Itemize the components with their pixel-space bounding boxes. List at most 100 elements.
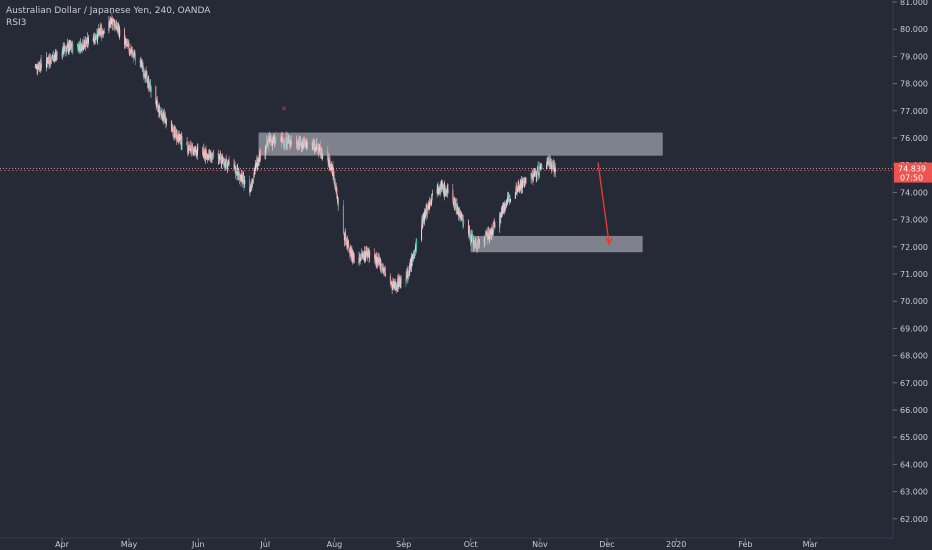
- candle-body: [411, 257, 413, 267]
- candle-body: [51, 55, 53, 58]
- candle-body: [146, 73, 148, 76]
- candle-body: [548, 157, 550, 163]
- candle-body: [506, 201, 508, 204]
- candle-body: [318, 148, 320, 153]
- candle-body: [316, 142, 318, 147]
- candle-body: [272, 138, 274, 142]
- candle-body: [547, 159, 549, 164]
- candle-body: [283, 143, 285, 146]
- candle-body: [35, 67, 37, 68]
- candle-body: [368, 253, 370, 258]
- candle-body: [425, 208, 427, 216]
- candle-body: [504, 207, 506, 210]
- candle-body: [64, 45, 66, 50]
- candle-body: [212, 152, 214, 154]
- price-axis[interactable]: 81.00080.00079.00078.00077.00076.00075.0…: [892, 0, 928, 538]
- candle-body: [48, 59, 50, 61]
- candle-body: [489, 229, 491, 238]
- candle-body: [361, 252, 363, 255]
- candle-body: [212, 152, 214, 160]
- x-tick-label: Mar: [803, 540, 819, 549]
- candle-body: [430, 203, 432, 204]
- candle-body: [191, 145, 193, 146]
- candle-body: [205, 150, 207, 153]
- candle-body: [257, 164, 259, 166]
- candle-body: [472, 236, 474, 237]
- candle-body: [171, 125, 173, 128]
- y-tick-label: 78.000: [900, 80, 928, 89]
- candle-body: [547, 159, 549, 161]
- x-tick-label: 2020: [666, 540, 686, 549]
- candle-body: [223, 162, 225, 165]
- candle-body: [243, 176, 245, 187]
- candle-body: [110, 21, 112, 23]
- candle-body: [124, 29, 126, 45]
- candle-body: [315, 148, 317, 151]
- candle-body: [510, 198, 512, 202]
- candle-body: [380, 267, 382, 271]
- candle-body: [46, 60, 48, 64]
- candle-body: [413, 256, 415, 258]
- candle-body: [363, 253, 364, 256]
- candle-body: [268, 142, 270, 148]
- candle-body: [98, 29, 100, 32]
- candle-body: [126, 40, 128, 45]
- candle-body: [499, 218, 501, 220]
- candle-body: [264, 150, 266, 160]
- symbol-title[interactable]: Australian Dollar / Japanese Yen, 240, O…: [6, 6, 211, 16]
- candle-body: [218, 157, 220, 161]
- price-tag-countdown: 07:50: [900, 174, 923, 183]
- candle-body: [179, 137, 181, 138]
- candle-body: [46, 57, 48, 61]
- x-tick-label: Sep: [396, 540, 411, 549]
- candle-body: [444, 185, 446, 189]
- candle-body: [430, 202, 431, 204]
- candle-body: [335, 190, 337, 192]
- y-tick-label: 67.000: [900, 379, 928, 388]
- candle-body: [270, 138, 272, 140]
- candle-body: [535, 173, 537, 177]
- candle-body: [174, 129, 176, 138]
- candle-body: [536, 175, 538, 177]
- candle-body: [249, 179, 251, 193]
- y-tick-label: 72.000: [900, 243, 928, 252]
- candle-body: [317, 146, 319, 149]
- candle-body: [360, 257, 362, 261]
- candle-body: [364, 256, 366, 258]
- candle-body: [51, 57, 53, 59]
- time-axis[interactable]: Apr May Jun Jul Aug Sep Oct Nov Dec 2020 Feb Mar: [0, 537, 893, 549]
- candle-body: [442, 184, 444, 190]
- zones-layer: [258, 132, 663, 253]
- candle-body: [85, 40, 87, 47]
- indicator-label[interactable]: RSI3: [6, 18, 27, 28]
- candle-body: [288, 139, 290, 144]
- candle-body: [239, 173, 241, 181]
- candle-body: [411, 258, 413, 261]
- candle-body: [155, 86, 157, 105]
- candle-body: [507, 197, 509, 202]
- candle-body: [287, 138, 289, 141]
- y-tick-label: 68.000: [900, 352, 928, 361]
- candle-body: [509, 201, 511, 203]
- candle-body: [125, 39, 127, 43]
- candle-body: [382, 267, 384, 272]
- candle-body: [223, 158, 225, 162]
- candle-body: [306, 144, 308, 147]
- candle-body: [228, 160, 230, 162]
- candle-body: [147, 82, 149, 85]
- candle-body: [179, 137, 181, 141]
- candle-body: [111, 17, 113, 20]
- candle-body: [86, 40, 88, 43]
- candle-body: [312, 144, 314, 146]
- candle-body: [494, 222, 496, 228]
- candle-body: [99, 28, 101, 35]
- candle-body: [242, 180, 244, 183]
- candle-body: [338, 205, 340, 206]
- candle-body: [457, 207, 459, 213]
- candle-body: [414, 250, 416, 252]
- candle-body: [286, 138, 288, 145]
- candle-body: [285, 145, 287, 146]
- candle-body: [174, 129, 176, 133]
- candle-body: [226, 160, 228, 169]
